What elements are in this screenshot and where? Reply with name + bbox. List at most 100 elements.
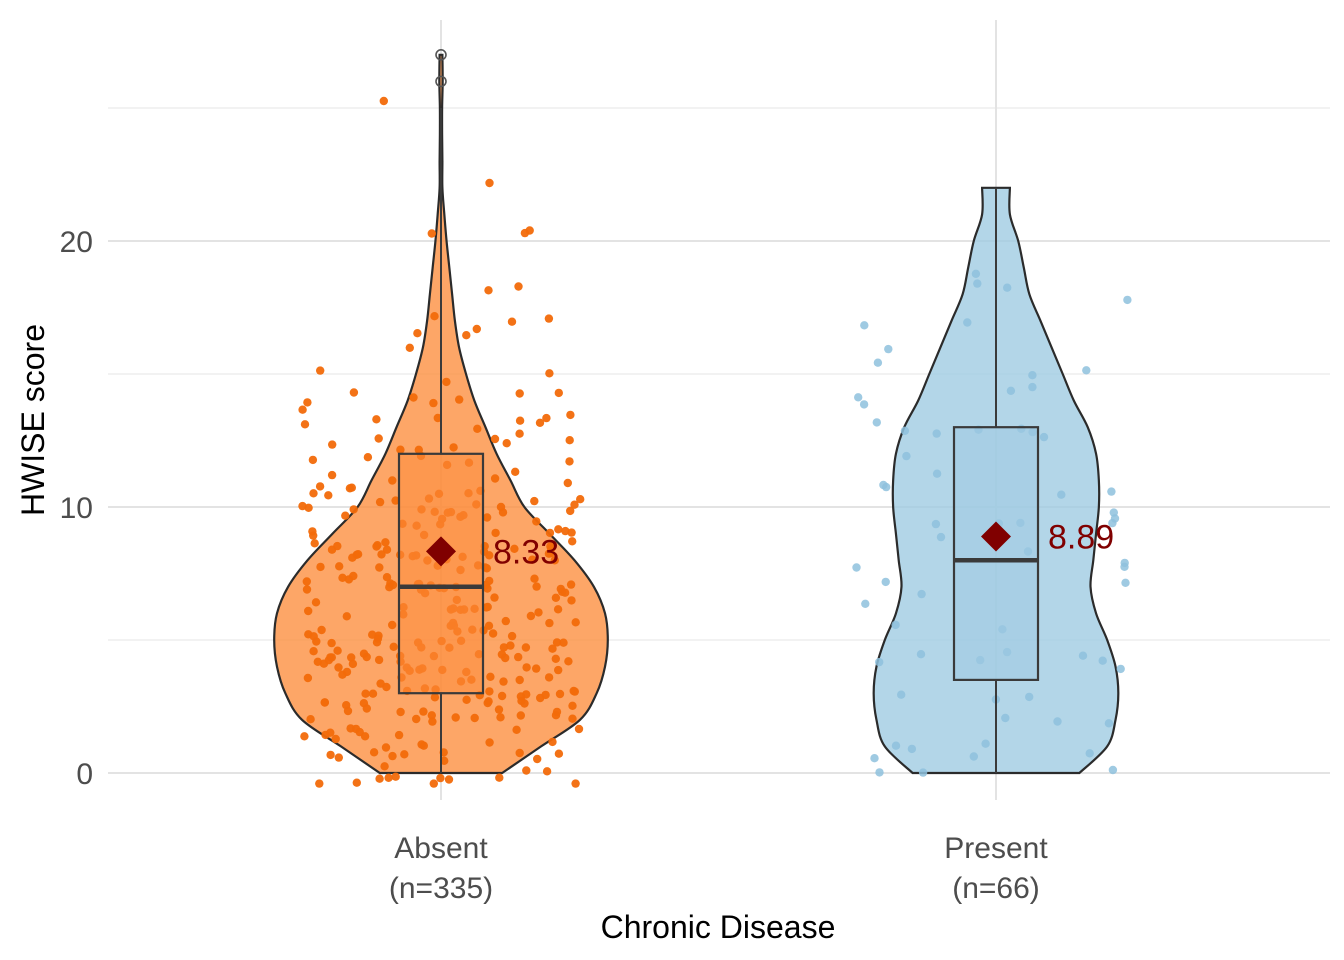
- data-point: [576, 495, 585, 504]
- data-point: [861, 599, 870, 608]
- data-point: [1110, 514, 1120, 523]
- data-point: [300, 732, 309, 741]
- data-point: [571, 779, 580, 788]
- data-point: [361, 689, 370, 698]
- data-point: [373, 634, 383, 643]
- data-point: [854, 393, 863, 402]
- mean-label: 8.89: [1048, 519, 1114, 557]
- data-point: [1085, 749, 1094, 758]
- data-point: [507, 317, 517, 326]
- data-point: [444, 775, 454, 784]
- data-point: [304, 503, 313, 512]
- data-point: [342, 667, 352, 677]
- data-point: [900, 426, 910, 435]
- data-point: [348, 659, 358, 669]
- data-point: [852, 563, 861, 572]
- data-point: [528, 555, 537, 564]
- data-point: [568, 714, 577, 723]
- data-point: [309, 489, 318, 498]
- data-point: [552, 638, 562, 647]
- data-point: [1053, 717, 1062, 726]
- data-point: [548, 737, 557, 747]
- data-point: [542, 413, 551, 423]
- data-point: [561, 526, 570, 536]
- data-point: [300, 420, 310, 429]
- data-point: [309, 632, 318, 641]
- data-point: [567, 596, 576, 605]
- data-point: [495, 773, 504, 782]
- data-point: [1057, 490, 1066, 499]
- data-point: [388, 751, 397, 761]
- data-point: [981, 739, 990, 748]
- data-point: [482, 513, 492, 522]
- data-point: [309, 647, 318, 656]
- data-point: [341, 511, 350, 520]
- data-point: [349, 505, 358, 514]
- data-point: [455, 395, 464, 404]
- data-point: [875, 768, 884, 777]
- data-point: [554, 665, 563, 675]
- data-point: [1039, 432, 1049, 442]
- data-point: [548, 644, 557, 653]
- data-point: [891, 620, 900, 630]
- data-point: [526, 611, 536, 621]
- data-point: [545, 528, 555, 538]
- data-point: [352, 778, 361, 787]
- data-point: [430, 312, 439, 321]
- data-point: [522, 766, 531, 775]
- data-point: [969, 752, 978, 761]
- data-point: [870, 754, 879, 763]
- data-point: [1003, 283, 1012, 292]
- data-point: [507, 631, 517, 641]
- data-point: [532, 664, 541, 673]
- data-point: [875, 657, 884, 667]
- data-point: [333, 646, 342, 655]
- data-point: [545, 369, 554, 378]
- data-point: [497, 691, 507, 701]
- data-point: [328, 440, 337, 449]
- y-axis-title: HWISE score: [15, 324, 51, 516]
- data-point: [488, 629, 498, 638]
- x-tick-count-label: (n=66): [952, 872, 1040, 905]
- data-point: [362, 704, 371, 713]
- data-point: [520, 699, 529, 708]
- data-point: [884, 344, 893, 354]
- data-point: [1104, 719, 1114, 728]
- data-point: [472, 324, 481, 334]
- data-point: [317, 625, 326, 635]
- data-point: [536, 693, 545, 703]
- data-point: [396, 445, 405, 454]
- data-point: [881, 577, 890, 587]
- data-point: [515, 429, 524, 438]
- data-point: [304, 606, 313, 616]
- data-point: [374, 434, 383, 443]
- data-point: [376, 679, 385, 688]
- data-point: [391, 496, 400, 505]
- data-point: [907, 744, 917, 754]
- x-tick-label: Present: [944, 832, 1048, 865]
- data-point: [327, 653, 336, 662]
- data-point: [566, 410, 575, 420]
- data-point: [384, 773, 393, 782]
- data-point: [535, 418, 545, 427]
- data-point: [498, 508, 508, 517]
- data-point: [409, 393, 418, 402]
- data-point: [303, 398, 312, 407]
- box-iqr: [952, 426, 1040, 682]
- data-point: [564, 657, 573, 666]
- data-point: [570, 500, 579, 509]
- data-point: [396, 707, 405, 717]
- data-point: [566, 580, 576, 589]
- data-point: [1098, 656, 1107, 665]
- data-point: [1121, 578, 1130, 587]
- data-point: [971, 269, 981, 278]
- data-point: [382, 573, 392, 582]
- data-point: [490, 593, 499, 602]
- data-point: [486, 672, 495, 681]
- mean-markers: 8.33 8.89: [426, 519, 1114, 571]
- data-point: [326, 750, 335, 760]
- data-point: [891, 741, 901, 750]
- data-point: [499, 643, 509, 652]
- y-tick-label: 20: [60, 226, 93, 259]
